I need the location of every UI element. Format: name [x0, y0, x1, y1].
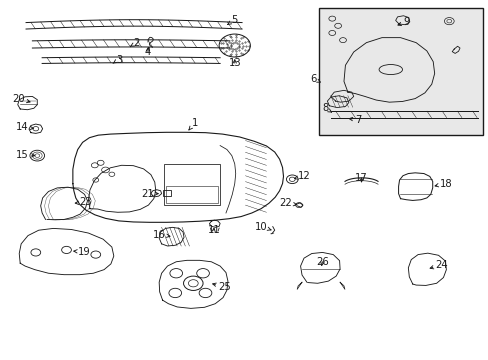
Text: 15: 15 — [16, 150, 35, 160]
Text: 1: 1 — [188, 118, 198, 130]
Text: 22: 22 — [279, 198, 296, 208]
Text: 12: 12 — [294, 171, 310, 181]
Text: 23: 23 — [75, 197, 92, 207]
Bar — [163, 164, 220, 205]
Text: 11: 11 — [207, 225, 220, 235]
Text: 13: 13 — [228, 58, 241, 68]
Text: 24: 24 — [429, 260, 447, 270]
Text: 25: 25 — [212, 282, 230, 292]
Text: 21: 21 — [141, 189, 158, 199]
Text: 19: 19 — [74, 247, 90, 257]
Text: 3: 3 — [113, 54, 122, 64]
Bar — [162, 190, 171, 196]
Text: 16: 16 — [152, 230, 170, 239]
Text: 9: 9 — [397, 17, 409, 27]
Bar — [318, 8, 483, 135]
Text: 18: 18 — [434, 179, 451, 189]
Text: 5: 5 — [227, 15, 237, 25]
Text: 20: 20 — [12, 94, 30, 104]
Text: 7: 7 — [348, 115, 360, 125]
Text: 17: 17 — [354, 173, 367, 183]
Text: 2: 2 — [130, 38, 140, 48]
Text: 14: 14 — [16, 122, 33, 132]
Text: 6: 6 — [310, 74, 320, 84]
Text: 8: 8 — [322, 103, 331, 113]
Bar — [166, 186, 217, 203]
Text: 4: 4 — [144, 46, 151, 57]
Text: 10: 10 — [255, 222, 270, 231]
Text: 26: 26 — [316, 257, 328, 267]
